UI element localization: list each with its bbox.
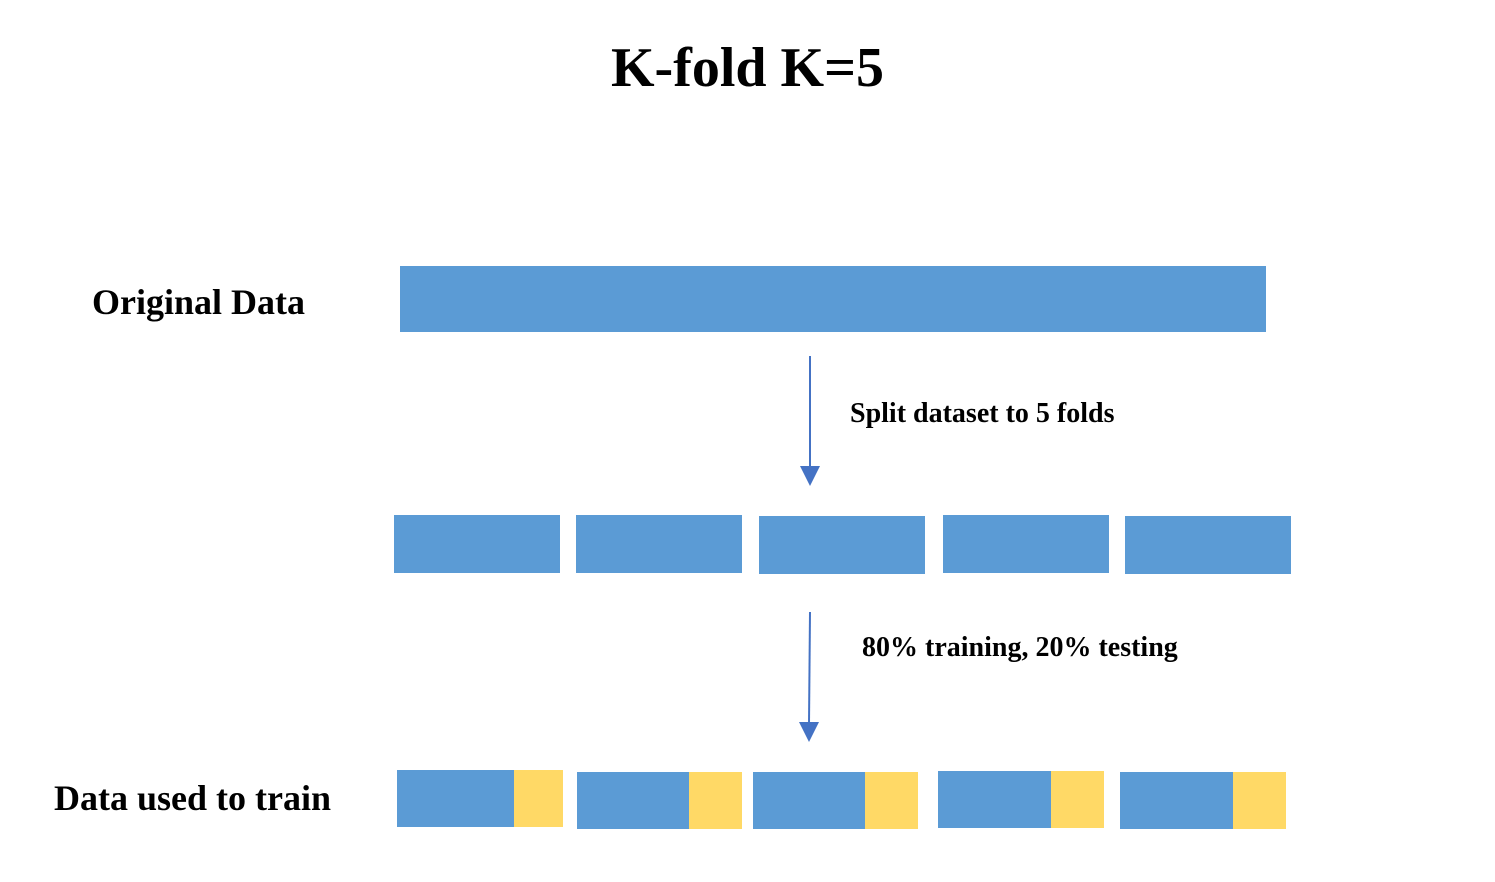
original-data-label: Original Data	[92, 282, 305, 322]
training-segment	[577, 772, 689, 829]
fold-block	[576, 515, 742, 573]
diagram-title: K-fold K=5	[610, 37, 885, 99]
fold-block	[1125, 516, 1291, 574]
training-segment	[397, 770, 514, 827]
testing-segment	[514, 770, 563, 827]
training-segment	[1120, 772, 1233, 829]
train-test-step-label: 80% training, 20% testing	[862, 632, 1178, 663]
testing-segment	[865, 772, 918, 829]
training-segment	[938, 771, 1051, 828]
train-test-arrow	[799, 611, 819, 742]
original-data-bar	[400, 266, 1266, 332]
fold-block	[759, 516, 925, 574]
testing-segment	[1051, 771, 1104, 828]
fold-block	[943, 515, 1109, 573]
fold-block	[394, 515, 560, 573]
testing-segment	[1233, 772, 1286, 829]
training-segment	[753, 772, 865, 829]
split-arrow	[800, 356, 820, 486]
split-step-label: Split dataset to 5 folds	[850, 398, 1115, 429]
data-used-to-train-label: Data used to train	[54, 778, 331, 818]
testing-segment	[689, 772, 742, 829]
